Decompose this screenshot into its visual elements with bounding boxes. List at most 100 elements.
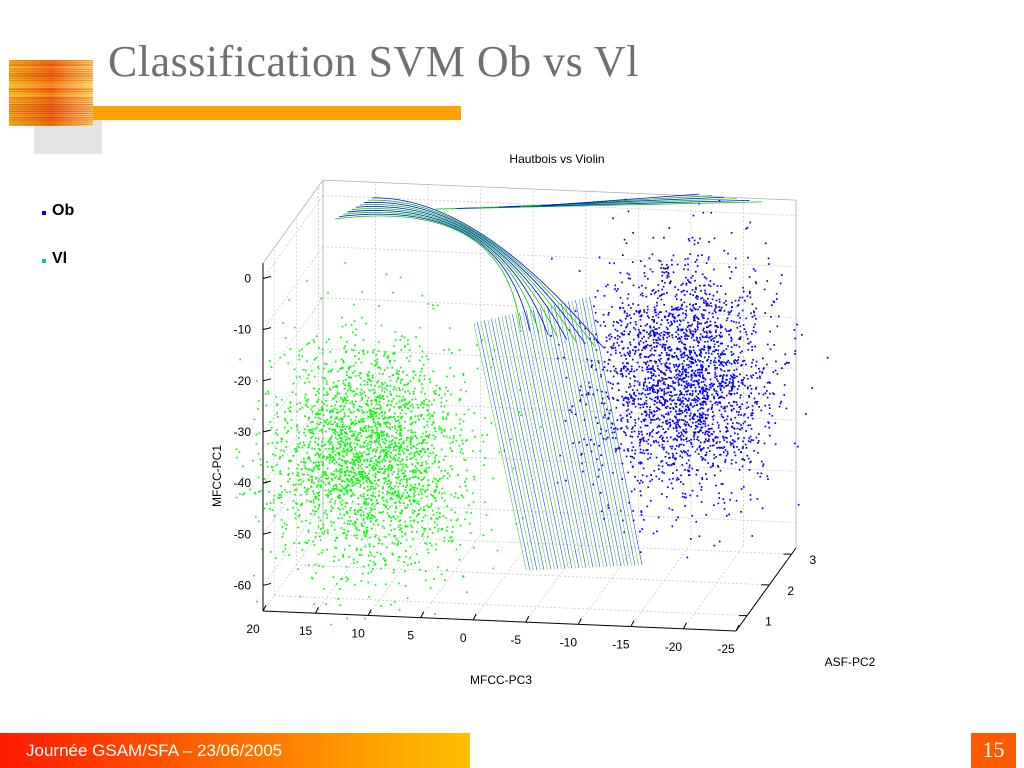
data-point bbox=[412, 431, 414, 434]
data-point bbox=[748, 469, 751, 471]
data-point bbox=[683, 423, 686, 425]
data-point bbox=[605, 340, 608, 342]
data-point bbox=[328, 483, 331, 485]
data-point bbox=[392, 493, 395, 496]
data-point bbox=[667, 385, 670, 388]
data-point bbox=[367, 435, 370, 437]
data-point bbox=[395, 481, 398, 484]
data-point bbox=[308, 479, 310, 482]
data-point bbox=[578, 441, 580, 444]
data-point bbox=[758, 375, 761, 378]
data-point bbox=[313, 501, 315, 504]
data-point bbox=[745, 374, 748, 377]
data-point bbox=[741, 296, 744, 299]
data-point bbox=[737, 381, 740, 383]
data-point bbox=[318, 448, 320, 450]
data-point bbox=[669, 456, 671, 459]
data-point bbox=[623, 353, 626, 356]
data-point bbox=[311, 576, 313, 579]
data-point bbox=[307, 529, 310, 532]
data-point bbox=[631, 449, 633, 452]
data-point bbox=[418, 380, 421, 383]
data-point bbox=[700, 421, 703, 423]
data-point bbox=[704, 414, 707, 416]
data-point bbox=[755, 360, 758, 363]
data-point bbox=[661, 493, 663, 495]
data-point bbox=[640, 315, 643, 317]
data-point bbox=[327, 423, 329, 426]
data-point bbox=[389, 488, 392, 490]
data-point bbox=[364, 395, 367, 397]
data-point bbox=[666, 340, 668, 343]
data-point bbox=[311, 470, 314, 473]
data-point bbox=[340, 417, 342, 420]
data-point bbox=[679, 455, 681, 457]
data-point bbox=[263, 478, 266, 480]
data-point bbox=[416, 502, 419, 505]
data-point bbox=[739, 338, 741, 340]
data-point bbox=[338, 470, 341, 472]
data-point bbox=[775, 292, 778, 295]
data-point bbox=[335, 417, 338, 420]
data-point bbox=[744, 443, 747, 446]
data-point bbox=[334, 421, 336, 423]
data-point bbox=[774, 369, 777, 372]
data-point bbox=[750, 365, 753, 368]
data-point bbox=[335, 547, 338, 549]
data-point bbox=[720, 405, 723, 408]
data-point bbox=[659, 387, 661, 390]
data-point bbox=[421, 387, 424, 390]
data-point bbox=[708, 365, 710, 367]
data-point bbox=[713, 283, 715, 285]
data-point bbox=[744, 420, 746, 423]
data-point bbox=[379, 423, 382, 426]
data-point bbox=[394, 458, 397, 460]
data-point bbox=[307, 398, 309, 401]
data-point bbox=[768, 263, 770, 265]
data-point bbox=[717, 466, 720, 468]
data-point bbox=[297, 464, 299, 466]
data-point bbox=[722, 349, 725, 352]
data-point bbox=[688, 466, 691, 469]
data-point bbox=[614, 349, 617, 352]
data-point bbox=[671, 525, 674, 528]
data-point bbox=[613, 342, 615, 345]
data-point bbox=[684, 337, 687, 340]
data-point bbox=[412, 390, 415, 393]
data-point bbox=[340, 431, 343, 434]
data-point bbox=[650, 377, 652, 379]
data-point bbox=[641, 528, 644, 530]
data-point bbox=[611, 436, 614, 439]
data-point bbox=[343, 455, 345, 458]
data-point bbox=[331, 460, 333, 463]
data-point bbox=[649, 359, 651, 362]
data-point bbox=[662, 436, 664, 439]
data-point bbox=[376, 519, 378, 521]
data-point bbox=[346, 502, 348, 504]
data-point bbox=[321, 376, 324, 379]
data-point bbox=[459, 434, 462, 437]
data-point bbox=[668, 478, 671, 481]
data-point bbox=[638, 482, 641, 485]
data-point bbox=[472, 450, 474, 452]
data-point bbox=[323, 530, 326, 533]
data-point bbox=[665, 354, 668, 356]
data-point bbox=[707, 428, 710, 430]
data-point bbox=[306, 360, 308, 363]
data-point bbox=[391, 400, 393, 403]
data-point bbox=[696, 298, 699, 300]
data-point bbox=[706, 388, 709, 390]
data-point bbox=[705, 390, 707, 393]
data-point bbox=[280, 501, 283, 504]
data-point bbox=[440, 405, 443, 408]
data-point bbox=[379, 407, 382, 409]
data-point bbox=[267, 442, 269, 445]
data-point bbox=[318, 498, 320, 501]
data-point bbox=[329, 409, 332, 412]
data-point bbox=[667, 271, 670, 274]
data-point bbox=[432, 370, 434, 373]
data-point bbox=[297, 509, 300, 511]
data-point bbox=[647, 337, 650, 339]
data-point bbox=[645, 346, 648, 348]
data-point bbox=[366, 477, 368, 480]
